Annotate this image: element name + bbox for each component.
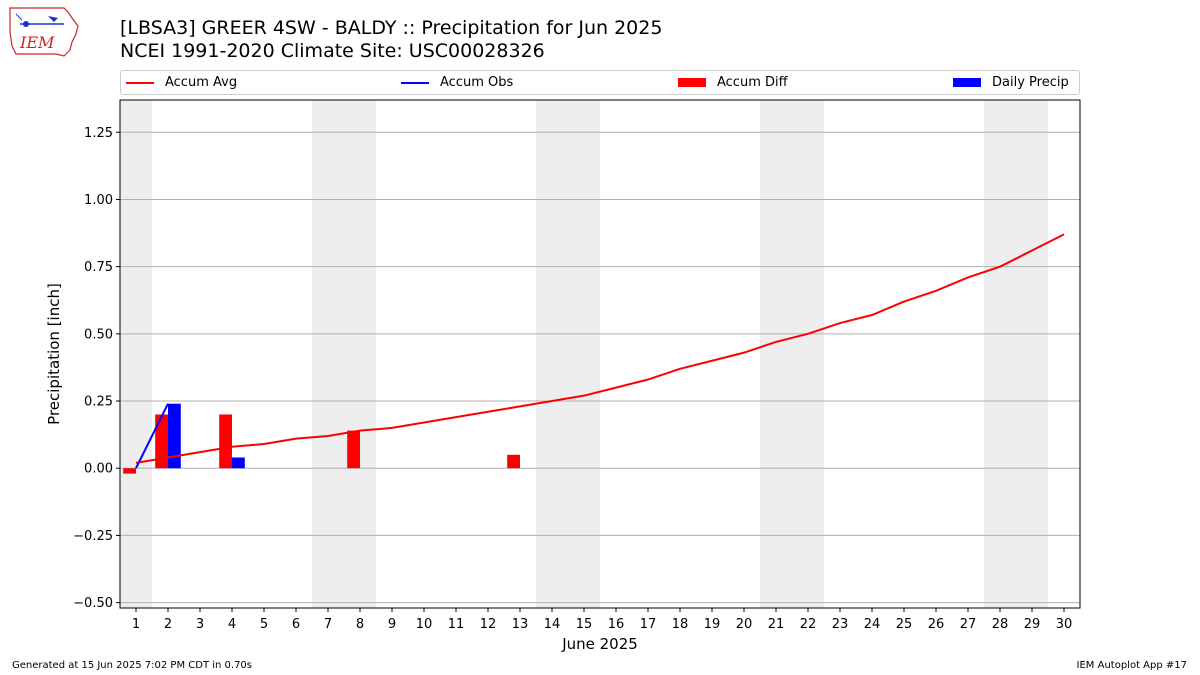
y-tick-label: 1.25 (84, 126, 113, 141)
accum-diff-bar (347, 430, 360, 469)
x-tick-label: 21 (768, 617, 785, 632)
legend: Accum Avg Accum Obs Accum Diff Daily Pre… (120, 70, 1080, 95)
x-tick-label: 16 (608, 617, 625, 632)
accum-diff-bar (155, 414, 168, 469)
bars (123, 403, 520, 474)
legend-swatch-daily-precip (953, 78, 981, 87)
x-axis-label: June 2025 (561, 635, 638, 653)
y-axis-label: Precipitation [inch] (45, 283, 63, 425)
weekend-band (760, 100, 824, 608)
x-tick-label: 1 (132, 617, 140, 632)
weekend-band (984, 100, 1048, 608)
x-tick-label: 7 (324, 617, 332, 632)
legend-item-accum-diff: Accum Diff (678, 71, 788, 94)
x-tick-label: 19 (704, 617, 721, 632)
x-tick-label: 9 (388, 617, 396, 632)
y-tick-label: 0.75 (84, 260, 113, 275)
x-tick-label: 26 (928, 617, 945, 632)
legend-label-daily-precip: Daily Precip (992, 75, 1069, 90)
plot-frame (119, 99, 1081, 609)
x-tick-label: 12 (480, 617, 497, 632)
x-tick-label: 13 (512, 617, 529, 632)
x-tick-label: 10 (416, 617, 433, 632)
legend-item-accum-avg: Accum Avg (126, 71, 237, 94)
legend-label-accum-diff: Accum Diff (717, 75, 788, 90)
x-tick-label: 11 (448, 617, 465, 632)
footer-app-text: IEM Autoplot App #17 (1076, 660, 1187, 671)
y-tick-label: −0.25 (73, 529, 113, 544)
accum-diff-bar (219, 414, 232, 469)
x-tick-label: 3 (196, 617, 204, 632)
x-tick-label: 28 (992, 617, 1009, 632)
chart-subtitle: NCEI 1991-2020 Climate Site: USC00028326 (120, 40, 545, 62)
x-tick-label: 15 (576, 617, 593, 632)
y-tick-label: 1.00 (84, 193, 113, 208)
x-tick-label: 18 (672, 617, 689, 632)
accum-diff-bar (123, 468, 136, 474)
accum-diff-bar (507, 454, 520, 469)
x-tick-label: 22 (800, 617, 817, 632)
x-tick-label: 20 (736, 617, 753, 632)
x-tick-label: 2 (164, 617, 172, 632)
x-tick-label: 6 (292, 617, 300, 632)
weekend-band (536, 100, 600, 608)
iem-logo: IEM (9, 7, 79, 57)
x-tick-label: 5 (260, 617, 268, 632)
x-tick-label: 17 (640, 617, 657, 632)
x-tick-label: 23 (832, 617, 849, 632)
legend-swatch-accum-avg (126, 81, 154, 84)
series-lines (135, 233, 1065, 469)
iowa-outline-shape (9, 7, 79, 57)
x-tick-label: 29 (1024, 617, 1041, 632)
accum-obs-line (135, 403, 169, 469)
y-gridlines (120, 131, 1080, 604)
legend-swatch-accum-diff (678, 78, 706, 87)
legend-label-accum-obs: Accum Obs (440, 75, 514, 90)
weekend-band (120, 100, 152, 608)
x-tick-label: 24 (864, 617, 881, 632)
accum-avg-line (135, 233, 1065, 464)
y-axis-ticks: −0.50 −0.25 0.00 0.25 0.50 0.75 1.00 1.25 (73, 126, 120, 611)
footer-generated-text: Generated at 15 Jun 2025 7:02 PM CDT in … (12, 660, 253, 671)
weekend-bands (120, 100, 1048, 608)
legend-item-daily-precip: Daily Precip (953, 71, 1069, 94)
y-tick-label: 0.25 (84, 395, 113, 410)
chart-title: [LBSA3] GREER 4SW - BALDY :: Precipitati… (120, 17, 663, 39)
x-tick-label: 30 (1056, 617, 1073, 632)
x-tick-label: 8 (356, 617, 364, 632)
legend-label-accum-avg: Accum Avg (165, 75, 238, 90)
x-axis-ticks: 1 2 3 4 5 6 7 8 9 10 11 12 13 14 15 16 17 18 19 20 21 22 23 24 2… (132, 608, 1072, 632)
x-tick-label: 27 (960, 617, 977, 632)
y-tick-label: 0.00 (84, 462, 113, 477)
y-tick-label: −0.50 (73, 596, 113, 611)
daily-precip-bar (168, 403, 181, 469)
x-tick-label: 4 (228, 617, 236, 632)
daily-precip-bar (232, 457, 245, 469)
legend-item-accum-obs: Accum Obs (401, 71, 513, 94)
logo-text: IEM (19, 33, 55, 52)
weekend-band (312, 100, 376, 608)
x-tick-label: 14 (544, 617, 561, 632)
x-tick-label: 25 (896, 617, 913, 632)
legend-swatch-accum-obs (401, 81, 429, 84)
y-tick-label: 0.50 (84, 327, 113, 342)
